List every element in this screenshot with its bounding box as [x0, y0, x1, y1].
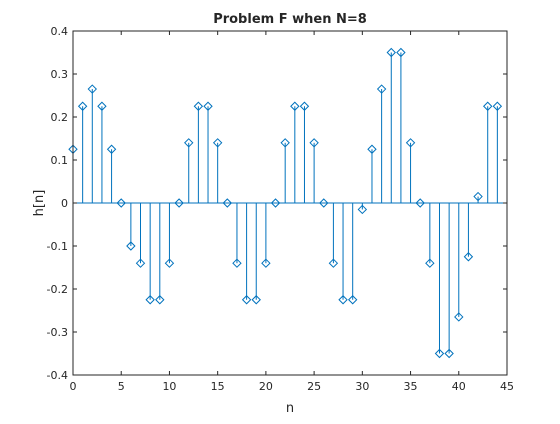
y-tick-label: 0.3: [51, 68, 69, 81]
x-tick-label: 30: [355, 380, 369, 393]
y-tick-label: -0.4: [47, 369, 68, 382]
stem-marker: [232, 258, 242, 268]
stem-marker: [126, 241, 136, 251]
x-tick-label: 35: [404, 380, 418, 393]
stem-marker: [415, 198, 425, 208]
y-tick-label: -0.1: [47, 240, 68, 253]
stem-marker: [367, 144, 377, 154]
stem-marker: [376, 84, 387, 94]
x-tick-label: 10: [162, 380, 176, 393]
stem-marker: [87, 84, 97, 94]
y-tick-label: 0: [61, 197, 68, 210]
stem-marker: [184, 138, 194, 148]
stem-marker: [203, 101, 213, 111]
stem-marker: [116, 198, 126, 208]
stem-marker: [212, 138, 223, 148]
stem-marker: [319, 198, 329, 208]
stem-marker: [338, 295, 348, 305]
x-tick-label: 20: [259, 380, 273, 393]
x-tick-label: 5: [118, 380, 125, 393]
stem-marker: [444, 348, 454, 359]
stem-marker: [290, 101, 300, 111]
stem-marker: [463, 252, 474, 262]
x-tick-label: 0: [70, 380, 77, 393]
stem-marker: [454, 312, 464, 322]
stem-marker: [405, 138, 416, 148]
stem-marker: [473, 191, 483, 202]
stem-marker: [299, 101, 310, 111]
x-tick-label: 40: [452, 380, 466, 393]
y-tick-label: 0.2: [51, 111, 69, 124]
stem-marker: [483, 101, 493, 111]
stem-marker: [270, 198, 281, 208]
x-tick-label: 15: [211, 380, 225, 393]
y-axis-label: h[n]: [32, 190, 47, 217]
stem-marker: [309, 138, 319, 148]
stem-marker: [261, 258, 271, 268]
x-axis-label: n: [286, 401, 294, 416]
stem-marker: [492, 101, 503, 111]
stem-marker: [280, 138, 290, 148]
stem-marker: [396, 47, 406, 58]
stem-marker: [425, 258, 435, 268]
stem-marker: [193, 101, 204, 111]
chart-title: Problem F when N=8: [213, 12, 367, 27]
stem-marker: [106, 144, 117, 154]
stem-marker: [251, 295, 261, 305]
stem-marker: [347, 295, 358, 305]
x-tick-label: 25: [307, 380, 321, 393]
y-tick-label: 0.1: [51, 154, 69, 167]
stem-marker: [145, 295, 155, 305]
y-tick-label: -0.3: [47, 326, 68, 339]
stem-marker: [357, 204, 368, 215]
y-tick-label: -0.2: [47, 283, 68, 296]
stem-marker: [77, 101, 88, 111]
stem-marker: [174, 198, 184, 208]
stem-marker: [164, 258, 175, 268]
stem-marker: [434, 348, 445, 359]
y-tick-label: 0.4: [51, 25, 69, 38]
stem-marker: [241, 295, 252, 305]
stem-marker: [222, 198, 233, 208]
stem-marker: [328, 258, 339, 268]
stem-marker: [97, 101, 107, 111]
stem-marker: [386, 47, 396, 58]
stem-marker: [155, 295, 165, 305]
stem-marker: [135, 258, 146, 268]
x-tick-label: 45: [500, 380, 514, 393]
